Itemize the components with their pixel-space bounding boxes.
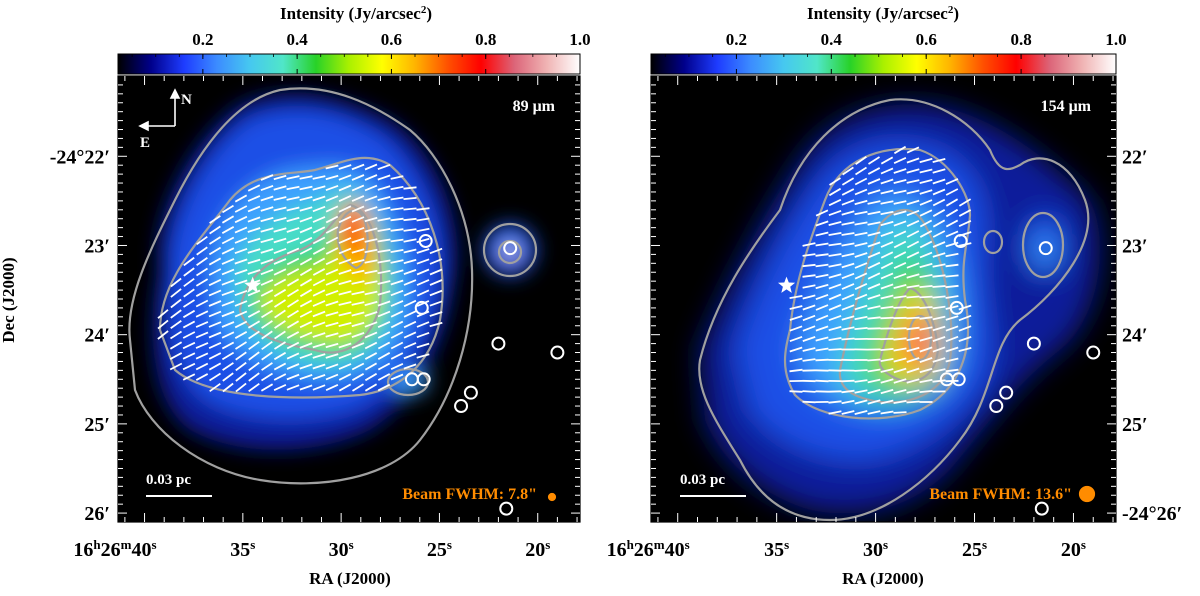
x-tick-label: 25s [962,537,987,562]
scale-bar-label-left: 0.03 pc [146,472,191,488]
y-tick-label-right: 24′ [1122,325,1148,347]
colorbar-tick-label: 0.2 [726,30,747,49]
colorbar-tick-label: 0.6 [381,30,402,49]
polarization-vector [868,360,881,361]
x-axis-label-right: RA (J2000) [842,569,924,588]
polarization-vector [855,370,868,371]
y-tick-label: -24°22′ [50,146,110,168]
colorbar-tick-label: 0.8 [475,30,496,49]
y-tick-label: 24′ [84,325,110,347]
x-tick-label: 20s [1061,537,1086,562]
y-tick-label: 26′ [84,503,110,525]
x-tick-label: 16h26m40s [607,537,690,562]
polarization-vector [855,328,868,329]
compass-east: E [140,135,150,151]
polarization-vector [894,328,907,329]
colorbar-title-right: Intensity (Jy/arcsec2) [807,4,959,23]
polarization-vector [894,412,907,413]
colorbar-tick-label: 0.6 [916,30,937,49]
colorbar-tick-label: 0.2 [192,30,213,49]
polarization-vector [933,296,946,297]
polarization-vector [816,381,829,382]
right-panel-154um: Intensity (Jy/arcsec2) 0.2 0.4 0.6 0.8 1.0 [607,4,1183,588]
beam-ellipse-right [1079,486,1096,503]
polarization-vector [829,349,842,350]
polarization-vector [803,391,816,392]
y-tick-label-right: -24°26′ [1122,503,1182,525]
polarization-vector [946,275,959,276]
colorbar-tick-label: 1.0 [569,30,590,49]
x-tick-label: 35s [230,537,255,562]
colorbar-left [118,54,580,74]
polarization-vector [933,286,946,287]
beam-label-right: Beam FWHM: 13.6" [929,486,1072,503]
colorbar-tick-label: 0.4 [287,30,309,49]
y-tick-label-right: 23′ [1122,235,1148,257]
colorbar-title-left: Intensity (Jy/arcsec2) [280,4,432,23]
polarization-vector [920,391,933,392]
y-tick-label-right: 25′ [1122,414,1148,436]
polarization-vector [907,318,920,319]
polarization-vector [907,297,920,298]
left-panel-89um: Intensity (Jy/arcsec2) 0.2 0.4 0.6 0.8 1.0 [0,4,591,588]
polarization-vector [881,318,894,319]
x-tick-label: 30s [863,537,888,562]
polarization-vector [907,307,920,308]
beam-label-left: Beam FWHM: 7.8" [402,486,537,503]
scale-bar-label-right: 0.03 pc [680,472,725,488]
x-tick-label: 35s [764,537,789,562]
polarization-vector [803,402,816,403]
wavelength-label-left: 89 μm [513,98,556,115]
x-axis-label-left: RA (J2000) [309,569,391,588]
colorbar-tick-label: 0.8 [1010,30,1031,49]
polarization-vector [404,208,417,209]
compass-north: N [181,92,192,108]
colorbar-tick-label: 0.4 [821,30,843,49]
x-tick-label: 16h26m40s [73,537,156,562]
y-tick-label: 25′ [84,414,110,436]
y-tick-label: 23′ [84,235,110,257]
polarization-vector [907,402,920,403]
y-tick-label-right: 22′ [1122,146,1148,168]
polarization-vector [842,339,855,340]
x-tick-label: 30s [329,537,354,562]
polarization-vector [920,297,933,298]
polarization-vector [816,360,829,361]
polarization-vector [790,391,803,392]
polarization-vector [842,381,855,382]
polarization-vector [881,349,894,350]
y-axis-label: Dec (J2000) [0,257,18,342]
polarization-vector [920,307,933,308]
polarization-vector [894,307,907,308]
colorbar-tick-label: 1.0 [1105,30,1126,49]
polarization-vector [404,198,417,199]
colorbar-right [651,54,1116,74]
x-tick-label: 25s [427,537,452,562]
polarization-vector [920,286,933,287]
x-tick-label: 20s [525,537,550,562]
beam-ellipse-left [548,493,557,502]
wavelength-label-right: 154 μm [1041,98,1092,115]
